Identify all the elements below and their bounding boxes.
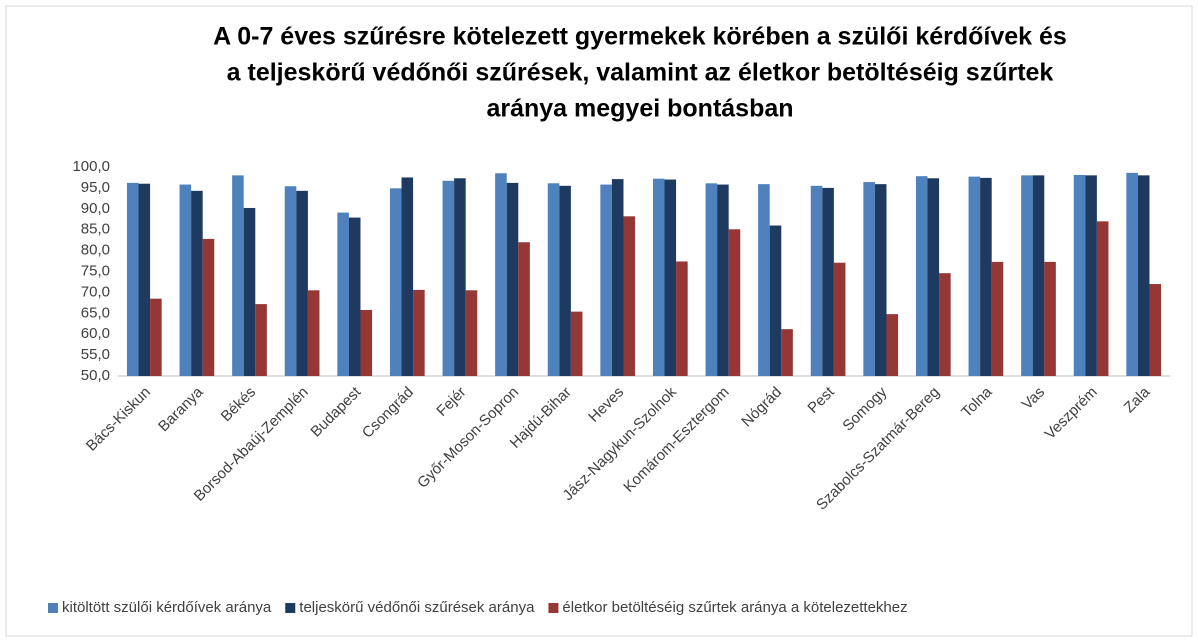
y-tick-label: 55,0 xyxy=(81,346,110,363)
bar xyxy=(717,184,729,376)
legend-label: életkor betöltéséig szűrtek aránya a köt… xyxy=(562,599,907,616)
bar xyxy=(1044,261,1056,376)
legend-swatch xyxy=(548,603,559,613)
y-tick-label: 60,0 xyxy=(81,325,110,342)
bar xyxy=(600,184,612,376)
bar xyxy=(769,225,782,376)
bar xyxy=(1085,175,1097,376)
bar xyxy=(518,242,530,376)
bar xyxy=(389,188,402,376)
bar xyxy=(623,216,636,376)
bar xyxy=(728,229,741,376)
bar xyxy=(833,262,846,376)
legend-swatch xyxy=(48,603,58,613)
bar xyxy=(401,177,414,376)
chart-title: aránya megyei bontásban xyxy=(486,95,793,123)
chart-title: a teljeskörű védőnői szűrések, valamint … xyxy=(227,59,1054,87)
y-tick-label: 85,0 xyxy=(81,221,110,238)
y-tick-label: 50,0 xyxy=(81,367,110,384)
bar xyxy=(570,311,583,376)
bar xyxy=(927,178,940,376)
bar xyxy=(465,290,478,376)
legend-swatch xyxy=(285,603,296,613)
bar xyxy=(138,183,151,376)
bar xyxy=(1149,284,1162,376)
bar xyxy=(991,261,1004,376)
bar xyxy=(296,190,308,376)
bar xyxy=(360,309,373,376)
bar xyxy=(652,178,665,376)
bar xyxy=(191,190,203,376)
bar xyxy=(810,185,823,376)
bar xyxy=(1096,221,1109,376)
y-tick-label: 75,0 xyxy=(81,262,110,279)
bar xyxy=(232,175,244,376)
bar xyxy=(547,183,560,376)
bar xyxy=(202,238,215,376)
bar xyxy=(1073,174,1086,376)
bar xyxy=(705,183,718,376)
bar xyxy=(980,177,992,376)
bar xyxy=(915,176,928,376)
bar xyxy=(348,217,361,376)
bar xyxy=(307,290,320,376)
y-tick-label: 80,0 xyxy=(81,242,110,259)
bar xyxy=(413,289,425,376)
y-tick-label: 95,0 xyxy=(81,179,110,196)
bar xyxy=(1137,175,1150,376)
legend-label: teljeskörű védőnői szűrések aránya xyxy=(299,599,535,616)
y-tick-label: 65,0 xyxy=(81,304,110,321)
y-tick-label: 70,0 xyxy=(81,283,110,300)
bar xyxy=(126,182,139,376)
bar xyxy=(758,184,770,376)
bar xyxy=(495,173,507,376)
bar xyxy=(1021,175,1033,376)
y-tick-label: 90,0 xyxy=(81,200,110,217)
bar xyxy=(968,176,981,376)
bar xyxy=(150,298,162,376)
bar xyxy=(939,273,951,376)
bar xyxy=(781,329,793,376)
bar xyxy=(822,187,834,376)
bar xyxy=(1032,175,1045,376)
bar xyxy=(559,185,571,376)
chart-title: A 0-7 éves szűrésre kötelezett gyermekek… xyxy=(213,23,1067,51)
bar xyxy=(611,179,624,376)
bar xyxy=(1126,172,1138,376)
y-tick-label: 100,0 xyxy=(72,158,110,175)
bar xyxy=(255,304,267,376)
bar xyxy=(337,212,349,376)
bar xyxy=(454,178,466,376)
bar xyxy=(664,179,677,376)
bar xyxy=(179,184,192,376)
bar xyxy=(676,261,688,376)
bar xyxy=(243,207,256,376)
bar xyxy=(886,314,899,376)
legend-label: kitöltött szülői kérdőívek aránya xyxy=(62,599,272,616)
bar xyxy=(284,186,297,376)
bar xyxy=(506,182,519,376)
bar xyxy=(874,184,887,376)
bar xyxy=(863,182,875,376)
bar xyxy=(442,180,455,376)
